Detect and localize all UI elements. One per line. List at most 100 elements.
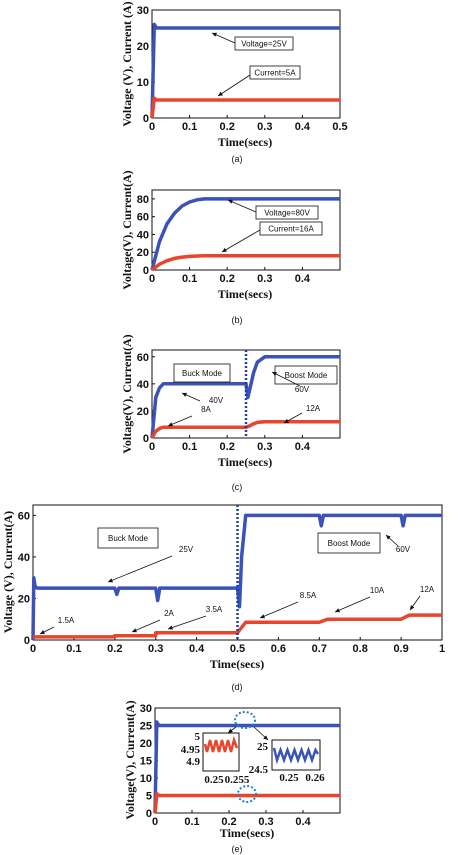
annotation-label: 8.5A xyxy=(300,591,317,600)
annotation-label: Buck Mode xyxy=(182,369,223,378)
annotation-label: 8A xyxy=(201,405,211,414)
annotation-label: Current=5A xyxy=(254,69,296,78)
annotation-arrow xyxy=(334,596,371,613)
annotation-label: Current=16A xyxy=(268,225,314,234)
x-tick-label: 0.4 xyxy=(295,816,311,828)
x-tick-label: 0.9 xyxy=(393,643,408,655)
series-line xyxy=(153,792,340,814)
x-axis-label: Time(secs) xyxy=(218,135,272,149)
y-tick-label: 0 xyxy=(143,113,149,125)
x-tick-label: 0 xyxy=(149,273,155,285)
panel-caption: (d) xyxy=(232,682,243,692)
x-tick-label: 0.4 xyxy=(295,273,311,285)
series-line xyxy=(153,720,340,814)
x-tick-label: 0.4 xyxy=(295,441,311,453)
x-tick-label: 0.6 xyxy=(271,643,286,655)
y-tick-label: 20 xyxy=(18,593,30,605)
x-tick-label: 0.3 xyxy=(257,121,272,133)
annotation-arrowhead xyxy=(182,392,187,397)
annotation-arrowhead xyxy=(335,608,340,613)
x-tick-label: 0.2 xyxy=(220,273,235,285)
annotation-arrowhead xyxy=(168,422,173,427)
y-tick-label: 0 xyxy=(143,265,149,277)
y-tick-label: 60 xyxy=(18,510,30,522)
y-tick-label: 30 xyxy=(140,703,152,715)
annotation-arrow xyxy=(221,229,261,253)
inset-y-tick-label: 4.95 xyxy=(181,744,201,756)
zoom-circle-voltage xyxy=(234,711,256,729)
y-tick-label: 0 xyxy=(143,433,149,445)
y-tick-label: 80 xyxy=(137,194,149,206)
x-tick-label: 0.3 xyxy=(257,441,272,453)
annotation-arrow xyxy=(271,371,301,387)
inset-voltage-wave xyxy=(272,746,320,765)
annotation-label: 2A xyxy=(164,609,174,618)
y-axis-label: Voltage(V), Current(A) xyxy=(120,334,134,453)
y-tick-label: 5 xyxy=(146,791,152,803)
annotation-label: 1.5A xyxy=(58,616,75,625)
x-tick-label: 0.2 xyxy=(220,121,235,133)
annotation-label: 25V xyxy=(179,545,194,554)
annotation-label: 60V xyxy=(396,545,411,554)
inset-x-tick-label: 0.255 xyxy=(225,774,250,786)
annotation-label: Voltage=25V xyxy=(241,40,287,49)
annotation-box xyxy=(234,36,294,51)
x-tick-label: 0.3 xyxy=(257,273,272,285)
annotation-arrowhead xyxy=(40,630,45,634)
y-tick-label: 20 xyxy=(137,406,149,418)
annotations-c: Buck Mode Boost Mode 40V 60V 8A 12A xyxy=(167,350,338,438)
annotation-arrowhead xyxy=(228,728,233,733)
inset-y-tick-label: 24.5 xyxy=(249,764,269,776)
y-tick-label: 30 xyxy=(137,5,149,17)
annotation-arrowhead xyxy=(260,614,265,619)
series-line xyxy=(150,197,340,271)
x-tick-label: 0.7 xyxy=(312,643,327,655)
annotation-label: 10A xyxy=(370,586,385,595)
y-tick-label: 40 xyxy=(137,379,149,391)
x-tick-label: 0.4 xyxy=(189,643,205,655)
zoom-circle-current xyxy=(237,785,257,803)
inset-current-wave xyxy=(203,735,239,753)
annotation-label: Voltage=80V xyxy=(264,209,310,218)
x-axis-label: Time(secs) xyxy=(210,657,264,671)
x-tick-label: 0.1 xyxy=(182,121,197,133)
annotation-arrowhead xyxy=(218,91,223,96)
y-tick-label: 10 xyxy=(140,773,152,785)
y-tick-label: 25 xyxy=(140,721,152,733)
inset-x-tick-label: 0.26 xyxy=(305,772,325,784)
y-axis-label: Voltage (V), Current(A) xyxy=(1,511,15,633)
annotations-b: Voltage=80V Current=16A xyxy=(221,199,323,253)
y-tick-label: 60 xyxy=(137,352,149,364)
series-line xyxy=(150,254,340,272)
annotation-arrowhead xyxy=(132,628,137,633)
y-tick-label: 60 xyxy=(137,212,149,224)
annotation-arrowhead xyxy=(212,32,217,37)
x-tick-label: 1 xyxy=(439,643,445,655)
y-tick-label: 0 xyxy=(146,808,152,820)
panel-caption: (c) xyxy=(232,482,243,492)
annotation-arrowhead xyxy=(263,735,268,740)
annotation-arrowhead xyxy=(272,372,277,376)
x-tick-label: 0.2 xyxy=(220,441,235,453)
series-line xyxy=(150,22,340,119)
x-tick-label: 0.1 xyxy=(66,643,81,655)
x-tick-label: 0.2 xyxy=(221,816,236,828)
x-tick-label: 0.3 xyxy=(258,816,273,828)
x-tick-label: 0 xyxy=(149,441,155,453)
x-tick-label: 0 xyxy=(149,121,155,133)
annotation-arrowhead xyxy=(222,247,227,252)
annotation-label: 12A xyxy=(420,585,435,594)
x-axis-label: Time(secs) xyxy=(218,287,272,301)
x-tick-label: 0.1 xyxy=(182,273,197,285)
chart-panel-e: 0 0.1 0.2 0.3 0.4 0 5 10 15 20 25 30 Time(secs) Volta… xyxy=(123,700,341,854)
annotation-arrow xyxy=(167,615,207,630)
annotation-arrowhead xyxy=(228,199,233,204)
y-tick-label: 20 xyxy=(140,738,152,750)
annotation-label: 40V xyxy=(209,396,224,405)
annotation-box xyxy=(255,205,319,220)
annotation-arrowhead xyxy=(168,625,173,630)
annotations-a: Voltage=25V Current=5A xyxy=(211,32,301,97)
x-tick-label: 0.3 xyxy=(148,643,163,655)
